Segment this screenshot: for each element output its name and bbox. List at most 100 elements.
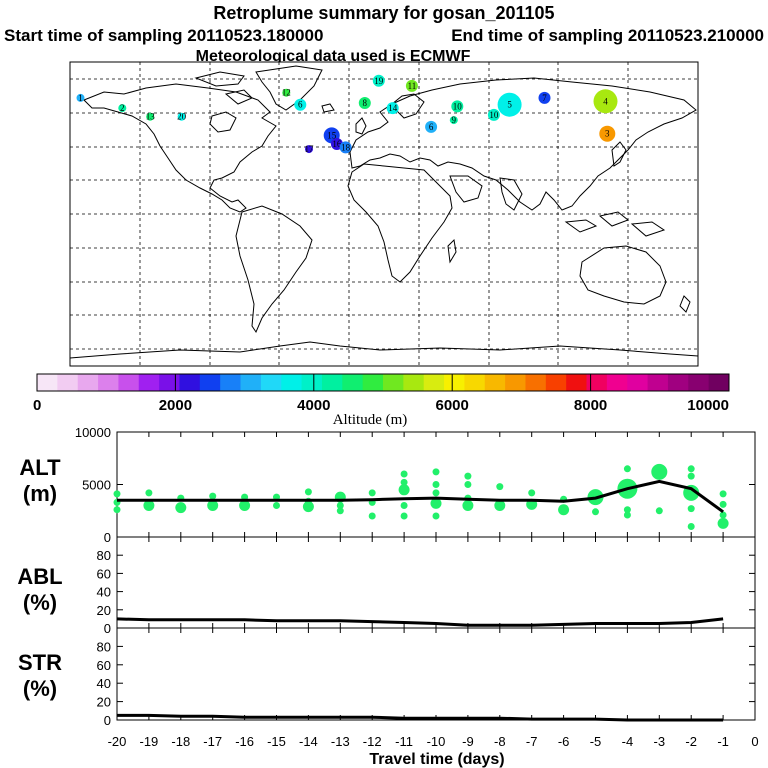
colorbar-tick-label: 0 — [33, 397, 41, 414]
x-tick-label: -1 — [717, 734, 729, 749]
colorbar-cell — [240, 374, 262, 391]
x-tick-label: -4 — [622, 734, 634, 749]
x-tick-label: -11 — [395, 734, 413, 749]
map-marker-label: 15 — [327, 130, 337, 140]
alt-plot: 0 5000 10000 — [75, 425, 756, 545]
colorbar-cell — [484, 374, 506, 391]
alt-cluster-point — [304, 488, 312, 496]
alt-cluster-point — [113, 490, 121, 498]
alt-cluster-point — [400, 502, 408, 509]
x-tick-label: -16 — [235, 734, 254, 749]
alt-cluster-point — [528, 489, 536, 497]
alt-ytick-label: 0 — [104, 530, 111, 545]
colorbar-cell — [118, 374, 140, 391]
str-ytick-label: 20 — [97, 695, 111, 710]
colorbar-tick-label: 6000 — [436, 397, 469, 414]
alt-panel: ALT (m) 0 5000 10000 — [19, 425, 756, 545]
colorbar-cell — [98, 374, 119, 391]
map-marker — [372, 74, 385, 87]
colorbar-cell — [281, 374, 302, 391]
alt-cluster-point — [400, 470, 408, 478]
map-marker-label: 7 — [542, 93, 547, 103]
map-marker-label: 11 — [408, 81, 417, 91]
alt-cluster-point — [400, 478, 408, 486]
map-marker — [599, 125, 616, 142]
alt-cluster-point — [687, 523, 695, 530]
str-ytick-label: 80 — [97, 639, 111, 654]
str-line — [117, 713, 724, 722]
map-marker — [305, 145, 313, 154]
map-marker — [358, 97, 371, 109]
abl-label-bottom: (%) — [23, 590, 57, 615]
str-ytick-label: 40 — [97, 676, 111, 691]
colorbar-frame — [36, 373, 730, 392]
map-marker — [177, 112, 186, 121]
coastlines — [69, 65, 699, 359]
x-tick-label: -3 — [654, 734, 666, 749]
alt-cluster-point — [368, 512, 376, 520]
colorbar-cell — [708, 374, 730, 391]
str-label-bottom: (%) — [23, 676, 57, 701]
map-marker-label: 4 — [603, 96, 608, 106]
x-tick-label: -13 — [331, 734, 350, 749]
colorbar-cell — [606, 374, 628, 391]
alt-cluster-point — [143, 500, 155, 511]
alt-cluster-point — [719, 490, 727, 498]
abl-ytick-label: 0 — [104, 621, 111, 636]
colorbar-cell — [220, 374, 241, 391]
colorbar-cell — [342, 374, 364, 391]
colorbar-tick-label: 8000 — [574, 397, 607, 414]
alt-cluster-point — [464, 481, 472, 488]
x-tick-label: -10 — [427, 734, 446, 749]
alt-cluster-point — [717, 517, 729, 529]
map-marker-label: 14 — [388, 103, 398, 113]
colorbar-label: Altitude (m) — [333, 412, 408, 428]
met-data-label: Meteorological data used is ECMWF — [196, 48, 471, 65]
map-marker-label: 13 — [146, 112, 156, 122]
map-marker — [282, 88, 291, 97]
alt-cluster-point — [623, 511, 631, 519]
colorbar-cell — [423, 374, 445, 391]
colorbar-cell — [77, 374, 99, 391]
alt-cluster-point — [655, 507, 663, 515]
alt-cluster-point — [432, 481, 440, 488]
map-marker-label: 10 — [453, 101, 463, 111]
alt-cluster-point — [719, 511, 727, 519]
start-time-label: Start time of sampling 20110523.180000 — [4, 26, 323, 45]
map-marker — [425, 120, 438, 133]
colorbar-cell — [37, 374, 58, 391]
map-graticule — [70, 62, 698, 366]
alt-cluster-point — [496, 483, 504, 491]
alt-cluster-point — [207, 500, 219, 511]
map-marker — [487, 108, 500, 121]
map-marker-label: 17 — [305, 144, 315, 154]
colorbar-tick-label: 2000 — [159, 397, 192, 414]
abl-panel: ABL (%) 0 20 40 60 80 — [17, 536, 756, 636]
alt-cluster-point — [209, 492, 217, 500]
alt-cluster-point — [687, 505, 695, 513]
colorbar-cells — [37, 374, 730, 391]
x-tick-label: -15 — [267, 734, 286, 749]
map-marker-label: 16 — [332, 139, 342, 149]
alt-label-top: ALT — [19, 455, 61, 480]
alt-cluster-point — [651, 463, 668, 480]
colorbar-cell — [525, 374, 547, 391]
str-panel: STR (%) 0 20 40 60 80 — [18, 627, 756, 728]
x-tick-label: -2 — [685, 734, 697, 749]
map-marker-label: 9 — [452, 115, 457, 125]
alt-cluster-point — [558, 504, 570, 516]
colorbar-cell — [627, 374, 648, 391]
x-tick-label: -12 — [363, 734, 382, 749]
map-marker — [118, 104, 127, 113]
map-marker — [449, 116, 458, 125]
alt-cluster-point — [494, 500, 506, 511]
abl-label-top: ABL — [17, 564, 62, 589]
alt-cluster-point — [273, 502, 280, 509]
alt-cluster-point — [623, 465, 631, 473]
x-tick-label: -6 — [558, 734, 570, 749]
colorbar-cell — [138, 374, 160, 391]
alt-cluster-point — [302, 501, 314, 513]
alt-ytick-label: 5000 — [82, 478, 111, 493]
